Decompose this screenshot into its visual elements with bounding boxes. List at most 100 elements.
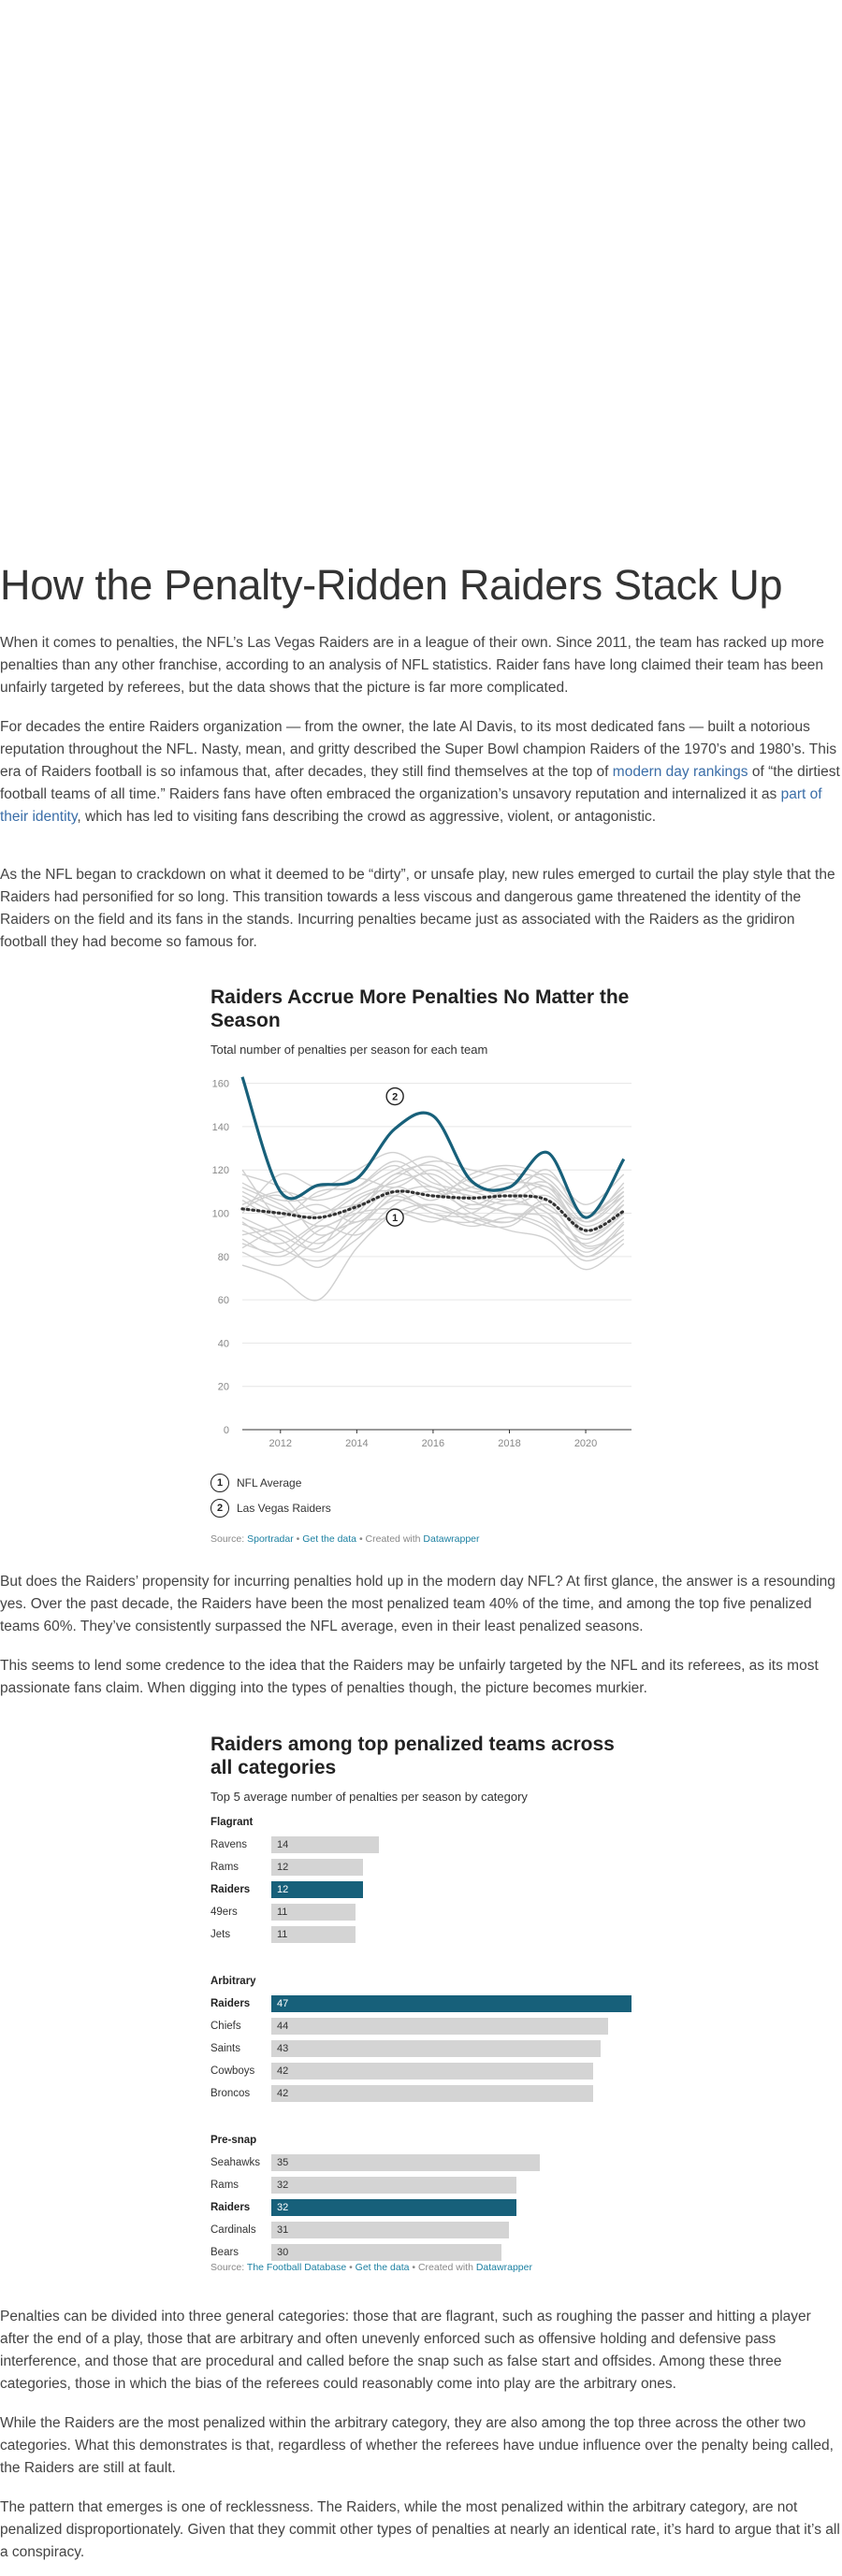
- bar-team-label: Saints: [210, 2043, 240, 2054]
- bar-row: 49ers 11: [210, 1903, 632, 1921]
- y-tick-label: 140: [212, 1122, 229, 1133]
- bar-group-label-flagrant: Flagrant: [210, 1817, 254, 1828]
- team-line: [241, 1164, 625, 1245]
- bar-row: Cowboys 42: [210, 2062, 632, 2080]
- paragraph-2-text-b: of “the dirtiest football teams of all t…: [0, 764, 840, 802]
- legend-label-nfl-average: NFL Average: [237, 1476, 302, 1489]
- bar: [271, 2040, 602, 2057]
- bar-chart-title: Raiders among top penalized teams across…: [210, 1734, 615, 1778]
- source-football-database-link[interactable]: The Football Database: [246, 2262, 347, 2273]
- source-prefix: Source:: [210, 2262, 247, 2273]
- paragraph-1: When it comes to penalties, the NFL’s La…: [0, 635, 824, 696]
- bar: [271, 2085, 594, 2102]
- bar: [271, 1926, 356, 1943]
- bar-team-label: Broncos: [210, 2088, 251, 2099]
- get-the-data-link[interactable]: Get the data: [302, 1533, 357, 1545]
- bar-value-label: 44: [277, 2021, 289, 2032]
- bar-value-label: 47: [277, 1998, 289, 2009]
- modern-day-rankings-link[interactable]: modern day rankings: [612, 764, 748, 780]
- bar-value-label: 32: [277, 2202, 289, 2213]
- bar-team-label: 49ers: [210, 1907, 238, 1918]
- paragraph-3: As the NFL began to crackdown on what it…: [0, 867, 835, 950]
- y-tick-label: 120: [212, 1165, 229, 1176]
- y-tick-label: 160: [212, 1079, 229, 1090]
- y-tick-label: 20: [218, 1382, 229, 1393]
- bar: [271, 1859, 364, 1876]
- bar-row: Ravens 14: [210, 1835, 632, 1854]
- bar: [271, 2199, 517, 2216]
- bar-row: Bears 30: [210, 2243, 632, 2262]
- bar-value-label: 30: [277, 2247, 289, 2258]
- bar-row: Raiders 32: [210, 2198, 632, 2217]
- part-of-their-identity-link[interactable]: part of their identity: [0, 786, 822, 825]
- bar: [271, 2063, 594, 2080]
- bar-chart-subtitle: Top 5 average number of penalties per se…: [210, 1790, 528, 1804]
- bar-value-label: 42: [277, 2088, 289, 2099]
- line-chart-grid: [242, 1083, 632, 1431]
- datawrapper-link[interactable]: Datawrapper: [423, 1533, 480, 1545]
- x-tick-label: 2020: [574, 1438, 597, 1449]
- bar: [271, 2222, 509, 2238]
- team-line: [241, 1203, 625, 1258]
- bar-row: Raiders 47: [210, 1994, 632, 2013]
- team-line: [241, 1203, 625, 1266]
- paragraph-2-text-a: For decades the entire Raiders organizat…: [0, 719, 837, 780]
- bar-chart: Flagrant Ravens 14 Rams 12 Raiders 12 49ers 11 Je…: [210, 1817, 632, 2261]
- bar-team-label: Cowboys: [210, 2065, 255, 2077]
- bar-row: Jets 11: [210, 1925, 632, 1944]
- bar-row: Saints 43: [210, 2039, 632, 2058]
- bar-team-label: Jets: [210, 1929, 231, 1940]
- annotation-marker-1: 1: [385, 1208, 404, 1227]
- bar-team-label: Cardinals: [210, 2224, 256, 2236]
- bar-chart-block: Raiders among top penalized teams across…: [210, 1733, 632, 2275]
- bar: [271, 2154, 540, 2171]
- raiders-line: [240, 1076, 626, 1219]
- y-tick-label: 60: [218, 1295, 229, 1306]
- bar-row: Cardinals 31: [210, 2221, 632, 2239]
- paragraph-6: Penalties can be divided into three gene…: [0, 2309, 811, 2392]
- bar-row: Rams 12: [210, 1858, 632, 1877]
- legend-label-las-vegas-raiders: Las Vegas Raiders: [237, 1502, 331, 1515]
- datawrapper-link[interactable]: Datawrapper: [475, 2262, 532, 2273]
- bar-team-label: Chiefs: [210, 2021, 241, 2032]
- bar-value-label: 14: [277, 1839, 289, 1850]
- annotation-number: 2: [392, 1092, 398, 1103]
- bar-value-label: 12: [277, 1884, 289, 1895]
- bar-row: Raiders 12: [210, 1880, 632, 1899]
- paragraph-8: The pattern that emerges is one of reckl…: [0, 2499, 840, 2560]
- bar-row: Broncos 42: [210, 2084, 632, 2103]
- paragraph-2-text-c: , which has led to visiting fans describ…: [77, 809, 657, 825]
- legend-item-las-vegas-raiders: 2 Las Vegas Raiders: [210, 1499, 331, 1518]
- line-chart-source: Source: Sportradar • Get the data • Crea…: [210, 1533, 480, 1545]
- bar-value-label: 11: [277, 1907, 288, 1918]
- bar: [271, 2244, 501, 2261]
- nfl-average-line: [240, 1189, 626, 1232]
- paragraph-7: While the Raiders are the most penalized…: [0, 2415, 834, 2476]
- bar-team-label: Raiders: [210, 1884, 251, 1895]
- bar-row: Seahawks 35: [210, 2153, 632, 2172]
- team-line: [241, 1203, 625, 1302]
- y-tick-label: 40: [218, 1338, 229, 1349]
- bar-value-label: 12: [277, 1862, 289, 1873]
- source-created-with: • Created with: [356, 1533, 424, 1545]
- y-tick-label: 80: [218, 1252, 229, 1263]
- team-line: [241, 1173, 625, 1236]
- x-tick-label: 2014: [345, 1438, 368, 1449]
- article-title: How the Penalty-Ridden Raiders Stack Up: [0, 561, 783, 609]
- source-sportradar-link[interactable]: Sportradar: [247, 1533, 294, 1545]
- paragraph-2: For decades the entire Raiders organizat…: [0, 716, 842, 828]
- source-created-with: • Created with: [409, 2262, 476, 2273]
- team-line: [241, 1164, 625, 1219]
- source-prefix: Source:: [210, 1533, 248, 1545]
- bar-team-label: Rams: [210, 2180, 240, 2191]
- bar-chart-source: Source: The Football Database • Get the …: [210, 2262, 532, 2273]
- bar-team-label: Bears: [210, 2247, 240, 2258]
- line-chart-team-lines: [241, 1151, 625, 1302]
- team-line: [241, 1160, 625, 1228]
- get-the-data-link[interactable]: Get the data: [355, 2262, 410, 2273]
- team-line: [241, 1173, 625, 1253]
- bar: [271, 1836, 379, 1853]
- bar-group-label-arbitrary: Arbitrary: [210, 1976, 256, 1987]
- bar-team-label: Raiders: [210, 2202, 251, 2213]
